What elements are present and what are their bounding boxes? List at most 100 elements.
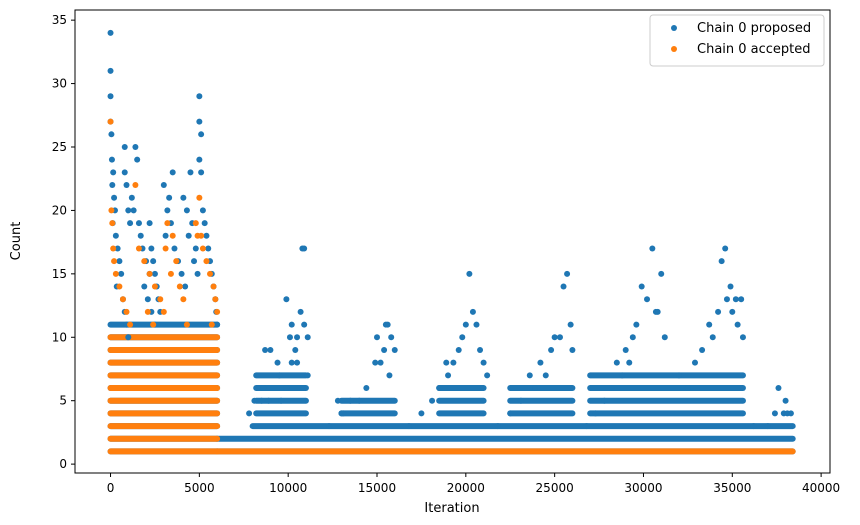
- proposed-point: [542, 372, 549, 379]
- plot-frame: [74, 9, 831, 474]
- proposed-point: [178, 270, 185, 277]
- proposed-point: [185, 232, 192, 239]
- proposed-point: [108, 131, 115, 138]
- accepted-point: [135, 245, 142, 252]
- proposed-point: [418, 410, 425, 417]
- y-tick-label: 30: [52, 77, 67, 91]
- proposed-point: [388, 334, 395, 341]
- legend-label-accepted: Chain 0 accepted: [697, 42, 811, 57]
- proposed-point: [194, 270, 201, 277]
- proposed-point: [146, 220, 153, 227]
- proposed-point: [144, 296, 151, 303]
- proposed-point: [347, 397, 354, 404]
- proposed-point: [592, 410, 599, 417]
- proposed-point: [722, 245, 729, 252]
- proposed-point: [340, 410, 347, 417]
- x-tick-label: 30000: [624, 481, 662, 495]
- proposed-point: [258, 397, 265, 404]
- y-tick-label: 20: [52, 203, 67, 217]
- proposed-point: [764, 423, 771, 430]
- accepted-point: [173, 258, 180, 265]
- proposed-point: [137, 232, 144, 239]
- proposed-point: [782, 397, 789, 404]
- proposed-point: [265, 397, 272, 404]
- proposed-point: [125, 207, 132, 214]
- proposed-point: [286, 334, 293, 341]
- proposed-point: [301, 245, 308, 252]
- accepted-point: [196, 194, 203, 201]
- proposed-point: [326, 423, 333, 430]
- proposed-point: [128, 194, 135, 201]
- y-axis-label: Count: [9, 222, 24, 261]
- proposed-point: [462, 321, 469, 328]
- y-tick-label: 35: [52, 13, 67, 27]
- proposed-point: [629, 334, 636, 341]
- proposed-point: [738, 296, 745, 303]
- proposed-point: [564, 270, 571, 277]
- accepted-point: [199, 245, 206, 252]
- accepted-point: [160, 308, 167, 315]
- proposed-point: [473, 321, 480, 328]
- proposed-point: [111, 194, 118, 201]
- accepted-point: [207, 270, 214, 277]
- accepted-point: [119, 296, 126, 303]
- proposed-point: [787, 410, 794, 417]
- accepted-point: [176, 283, 183, 290]
- proposed-point: [301, 321, 308, 328]
- legend-marker-proposed: [671, 25, 677, 31]
- y-tick-label: 5: [59, 394, 67, 408]
- y-tick-label: 15: [52, 267, 67, 281]
- proposed-point: [750, 423, 757, 430]
- proposed-point: [469, 308, 476, 315]
- proposed-point: [187, 169, 194, 176]
- proposed-point: [676, 372, 682, 379]
- proposed-point: [450, 359, 457, 366]
- plot-points: [107, 29, 796, 455]
- proposed-point: [613, 359, 620, 366]
- proposed-point: [771, 410, 778, 417]
- accepted-point: [157, 296, 164, 303]
- proposed-point: [294, 334, 301, 341]
- proposed-point: [391, 346, 398, 353]
- x-axis-ticks: 0 5000 10000 15000 20000 25000 30000 35000 40000: [107, 473, 840, 495]
- accepted-point: [167, 270, 174, 277]
- accepted-point: [150, 321, 157, 328]
- proposed-point: [654, 308, 661, 315]
- proposed-point: [626, 359, 633, 366]
- proposed-point: [127, 220, 134, 227]
- proposed-point: [214, 321, 221, 328]
- accepted-point: [169, 232, 176, 239]
- proposed-point: [274, 359, 281, 366]
- proposed-point: [480, 359, 487, 366]
- proposed-point: [196, 93, 203, 100]
- proposed-point: [372, 359, 379, 366]
- proposed-point: [633, 321, 640, 328]
- proposed-point: [180, 194, 187, 201]
- proposed-point: [171, 245, 178, 252]
- accepted-point: [110, 245, 117, 252]
- proposed-point: [118, 270, 125, 277]
- proposed-point: [162, 232, 169, 239]
- proposed-point: [288, 359, 295, 366]
- proposed-point: [132, 143, 139, 150]
- proposed-point: [537, 359, 544, 366]
- accepted-point: [214, 308, 221, 315]
- accepted-point: [208, 321, 215, 328]
- proposed-point: [477, 346, 484, 353]
- accepted-point: [146, 270, 153, 277]
- proposed-point: [583, 423, 590, 430]
- accepted-point: [109, 220, 116, 227]
- x-tick-label: 25000: [536, 481, 574, 495]
- x-tick-label: 10000: [269, 481, 307, 495]
- accepted-point: [192, 220, 199, 227]
- proposed-point: [196, 118, 203, 125]
- accepted-point: [123, 308, 130, 315]
- proposed-point: [141, 283, 148, 290]
- proposed-point: [715, 308, 722, 315]
- proposed-point: [363, 385, 370, 392]
- proposed-point: [198, 169, 205, 176]
- proposed-point: [199, 207, 206, 214]
- proposed-point: [405, 423, 412, 430]
- proposed-point: [649, 245, 656, 252]
- proposed-point: [775, 385, 782, 392]
